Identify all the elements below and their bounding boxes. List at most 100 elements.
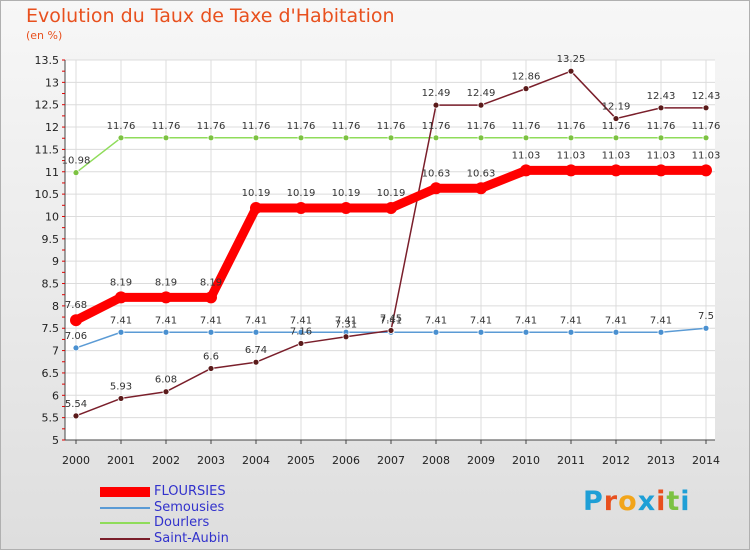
data-label-saint-aubin: 6.08 [155, 375, 177, 386]
data-point-semousies [162, 328, 170, 336]
x-tick-label: 2003 [197, 454, 225, 467]
data-label-saint-aubin: 12.86 [512, 72, 541, 83]
data-point-floursies [610, 164, 622, 177]
x-tick-label: 2007 [377, 454, 405, 467]
logo-letter: P [583, 486, 604, 517]
y-tick-label: 5 [52, 434, 59, 447]
x-tick-label: 2000 [62, 454, 90, 467]
data-point-semousies [207, 328, 215, 336]
data-label-saint-aubin: 7.45 [380, 313, 402, 324]
data-label-saint-aubin: 12.19 [602, 102, 631, 113]
data-point-semousies [72, 344, 80, 352]
data-label-semousies: 7.06 [65, 331, 87, 342]
data-point-dourlers [297, 134, 305, 142]
legend-swatch [100, 506, 150, 509]
data-label-dourlers: 11.76 [197, 121, 226, 132]
data-label-dourlers: 11.76 [152, 121, 181, 132]
x-tick-label: 2014 [692, 454, 720, 467]
y-tick-label: 7.5 [42, 322, 60, 335]
y-tick-label: 8.5 [42, 278, 60, 291]
data-point-semousies [567, 328, 575, 336]
data-point-semousies [117, 328, 125, 336]
chart-title: Evolution du Taux de Taxe d'Habitation [26, 5, 395, 27]
x-tick-label: 2011 [557, 454, 585, 467]
data-label-saint-aubin: 6.74 [245, 345, 267, 356]
data-label-semousies: 7.41 [605, 315, 627, 326]
data-label-floursies: 10.19 [377, 188, 406, 199]
y-tick-label: 13.5 [35, 54, 60, 67]
legend-label: FLOURSIES [154, 484, 226, 499]
data-label-floursies: 11.03 [692, 150, 721, 161]
data-point-saint-aubin [342, 333, 350, 341]
data-label-semousies: 7.41 [245, 315, 267, 326]
data-point-saint-aubin [387, 327, 395, 334]
data-point-floursies [565, 164, 577, 177]
data-label-semousies: 7.41 [380, 315, 402, 326]
data-label-floursies: 11.03 [647, 150, 676, 161]
logo-letter: o [618, 486, 638, 517]
data-point-semousies [297, 328, 305, 336]
data-label-dourlers: 11.76 [242, 121, 271, 132]
y-tick-label: 8 [52, 300, 59, 313]
data-label-floursies: 10.63 [467, 168, 496, 179]
data-point-dourlers [162, 134, 170, 142]
data-point-saint-aubin [297, 340, 305, 347]
data-point-semousies [252, 328, 260, 336]
data-point-dourlers [567, 134, 575, 142]
data-label-dourlers: 11.76 [287, 121, 316, 132]
data-point-dourlers [72, 169, 80, 177]
data-point-dourlers [522, 134, 530, 142]
data-label-dourlers: 11.76 [557, 121, 586, 132]
data-point-floursies [295, 201, 307, 214]
x-tick-label: 2002 [152, 454, 180, 467]
data-label-dourlers: 11.76 [692, 121, 721, 132]
data-label-floursies: 8.19 [200, 277, 222, 288]
y-tick-label: 7 [52, 345, 59, 358]
data-point-dourlers [342, 134, 350, 142]
data-point-saint-aubin [162, 388, 170, 396]
plot-area [65, 60, 715, 440]
data-label-dourlers: 11.76 [467, 121, 496, 132]
data-label-floursies: 11.03 [602, 150, 631, 161]
data-point-saint-aubin [207, 365, 215, 372]
x-tick-label: 2006 [332, 454, 360, 467]
data-point-dourlers [387, 134, 395, 142]
data-label-floursies: 11.03 [512, 150, 541, 161]
y-tick-label: 11.5 [35, 143, 60, 156]
data-label-dourlers: 11.76 [377, 121, 406, 132]
data-point-floursies [655, 164, 667, 177]
data-point-semousies [612, 328, 620, 336]
data-point-floursies [475, 182, 487, 195]
x-tick-label: 2005 [287, 454, 315, 467]
data-point-saint-aubin [432, 101, 440, 109]
legend-label: Saint-Aubin [154, 530, 229, 546]
data-point-floursies [160, 291, 172, 304]
data-label-dourlers: 11.76 [422, 121, 451, 132]
logo-letter: i [680, 486, 691, 517]
data-label-semousies: 7.41 [515, 315, 537, 326]
data-point-saint-aubin [117, 395, 125, 402]
data-label-saint-aubin: 5.93 [110, 381, 132, 392]
data-point-semousies [657, 328, 665, 336]
data-label-saint-aubin: 12.43 [692, 91, 721, 102]
legend-swatch [100, 522, 150, 524]
data-point-dourlers [612, 134, 620, 142]
data-point-saint-aubin [522, 85, 530, 93]
data-point-dourlers [477, 134, 485, 142]
data-point-semousies [432, 328, 440, 336]
logo-letter: i [656, 486, 667, 517]
x-tick-label: 2004 [242, 454, 270, 467]
y-tick-label: 10 [45, 210, 59, 223]
data-point-dourlers [702, 134, 710, 142]
data-label-saint-aubin: 13.25 [557, 54, 586, 65]
data-point-floursies [700, 164, 712, 177]
data-label-semousies: 7.41 [650, 315, 672, 326]
data-label-floursies: 10.19 [242, 188, 271, 199]
data-label-floursies: 11.03 [557, 150, 586, 161]
data-point-saint-aubin [612, 115, 620, 122]
data-label-saint-aubin: 12.49 [467, 88, 496, 99]
y-tick-label: 10.5 [35, 188, 60, 201]
data-label-saint-aubin: 12.49 [422, 88, 451, 99]
y-tick-label: 9.5 [42, 233, 60, 246]
data-point-dourlers [117, 134, 125, 142]
